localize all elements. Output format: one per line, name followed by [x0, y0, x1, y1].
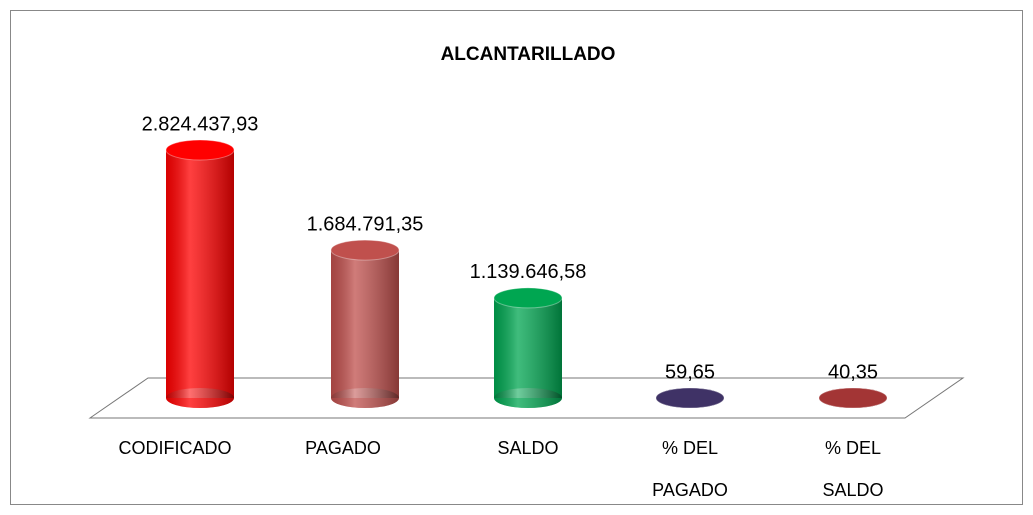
data-label: 1.139.646,58 [470, 261, 587, 283]
bar-shade [494, 297, 562, 398]
x-tick-label: PAGADO [305, 438, 381, 458]
bar-top [818, 387, 888, 409]
bar-top [330, 239, 400, 261]
bar-top [165, 139, 235, 161]
data-label: 2.824.437,93 [142, 113, 259, 135]
x-tick-label: SALDO [497, 438, 559, 458]
data-label: 59,65 [665, 361, 715, 383]
bar-top [493, 287, 563, 309]
bar-base-shade [166, 388, 234, 408]
bar-top [655, 387, 725, 409]
bar-base-shade [331, 388, 399, 408]
x-tick-label: CODIFICADO [118, 438, 232, 458]
bar-shade [166, 150, 234, 398]
data-label: 1.684.791,35 [307, 213, 424, 235]
chart-title: ALCANTARILLADO [441, 44, 616, 65]
data-label: 40,35 [828, 361, 878, 383]
bar-base-shade [494, 388, 562, 408]
x-tick-label: % DEL SALDO [822, 438, 884, 500]
x-tick-label: % DEL PAGADO [652, 438, 728, 500]
bar-shade [331, 250, 399, 398]
